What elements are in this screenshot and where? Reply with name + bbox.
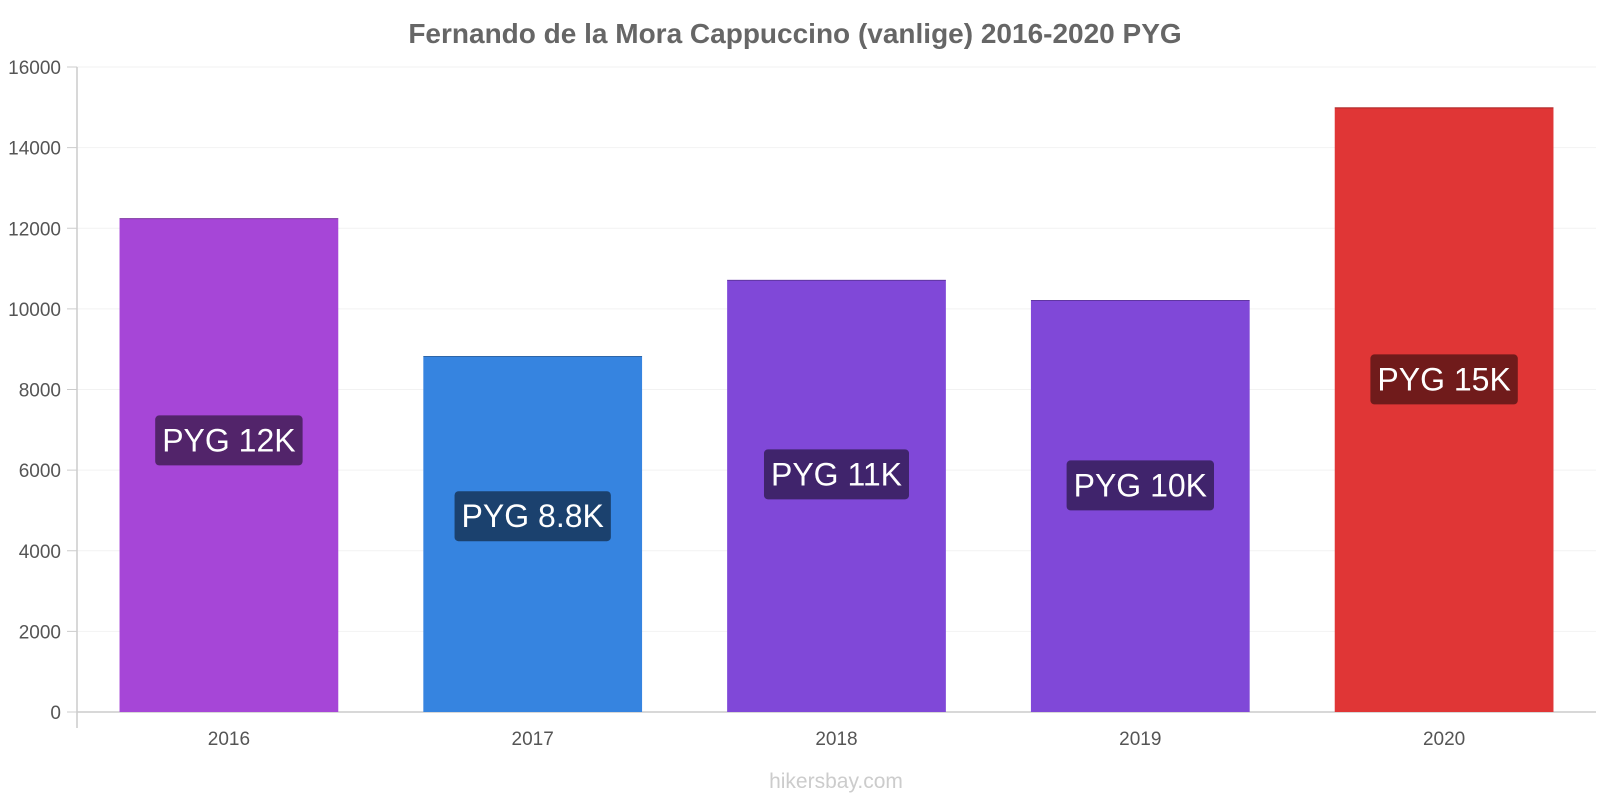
y-tick-label: 0 xyxy=(50,703,61,724)
y-tick-label: 14000 xyxy=(8,139,61,160)
x-tick-label: 2016 xyxy=(208,729,250,750)
data-label-bg xyxy=(763,449,910,500)
data-label-bg xyxy=(155,415,303,466)
data-label-2018: PYG 11K xyxy=(763,449,910,500)
data-label-text: PYG 15K xyxy=(1377,361,1510,397)
axes: 0 2000 4000 6000 8000 10000 12000 14000 16000 201… xyxy=(8,58,1596,750)
y-tick-label: 16000 xyxy=(8,58,61,79)
x-tick-label: 2018 xyxy=(815,729,857,750)
data-label-bg xyxy=(454,491,611,542)
y-tick-label: 6000 xyxy=(19,461,61,482)
y-tick-label: 4000 xyxy=(19,542,61,563)
chart-title: Fernando de la Mora Cappuccino (vanlige)… xyxy=(408,18,1181,49)
data-label-bg xyxy=(1066,460,1215,511)
data-label-2020: PYG 15K xyxy=(1370,354,1518,405)
y-tick-label: 10000 xyxy=(8,300,61,321)
y-tick-label: 12000 xyxy=(8,219,61,240)
bars xyxy=(119,107,1554,712)
data-label-2019: PYG 10K xyxy=(1066,460,1215,511)
data-label-text: PYG 12K xyxy=(162,422,295,458)
data-label-text: PYG 8.8K xyxy=(462,498,604,534)
y-tick-label: 8000 xyxy=(19,381,61,402)
x-tick-label: 2017 xyxy=(512,729,554,750)
bar-2020 xyxy=(1334,107,1554,712)
x-tick-label: 2020 xyxy=(1423,729,1465,750)
x-tick-label: 2019 xyxy=(1119,729,1161,750)
data-label-2017: PYG 8.8K xyxy=(454,491,611,542)
data-label-text: PYG 10K xyxy=(1074,467,1207,503)
data-label-2016: PYG 12K xyxy=(155,415,303,466)
data-labels: PYG 12K PYG 8.8K PYG 11K PYG 10K PYG 15K xyxy=(155,354,1518,542)
data-label-bg xyxy=(1370,354,1518,405)
data-label-text: PYG 11K xyxy=(771,456,902,492)
y-tick-label: 2000 xyxy=(19,622,61,643)
watermark: hikersbay.com xyxy=(769,770,903,793)
